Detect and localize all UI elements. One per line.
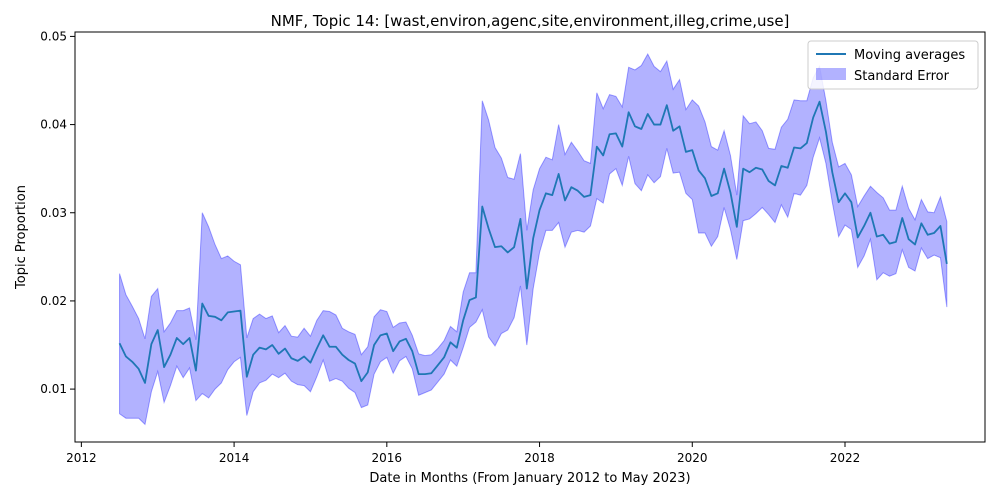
y-tick-label: 0.01 xyxy=(40,382,67,396)
moving-average-line xyxy=(118,100,948,384)
chart-title: NMF, Topic 14: [wast,environ,agenc,site,… xyxy=(271,12,790,30)
y-tick-label: 0.02 xyxy=(40,294,67,308)
y-tick-label: 0.03 xyxy=(40,206,67,220)
y-tick-label: 0.05 xyxy=(40,29,67,43)
y-axis-label: Topic Proportion xyxy=(14,185,29,290)
legend-box xyxy=(807,40,979,90)
y-axis: 0.01 0.02 0.03 0.04 0.05 xyxy=(40,29,75,396)
y-tick-label: 0.04 xyxy=(40,118,67,132)
moving-average-line-layer xyxy=(118,100,948,384)
x-tick-label: 2014 xyxy=(219,451,250,465)
x-tick-label: 2020 xyxy=(677,451,708,465)
x-tick-label: 2012 xyxy=(66,451,97,465)
legend-label-standard-error: Standard Error xyxy=(854,69,950,84)
x-axis: 2012 2014 2016 2018 2020 2022 xyxy=(66,442,860,465)
plot-frame xyxy=(74,31,986,443)
legend: Moving averages Standard Error xyxy=(807,40,979,90)
legend-label-moving-averages: Moving averages xyxy=(854,48,965,63)
legend-band-swatch xyxy=(816,68,846,80)
x-tick-label: 2022 xyxy=(830,451,861,465)
x-tick-label: 2016 xyxy=(372,451,403,465)
x-axis-label: Date in Months (From January 2012 to May… xyxy=(369,471,690,486)
x-tick-label: 2018 xyxy=(524,451,555,465)
